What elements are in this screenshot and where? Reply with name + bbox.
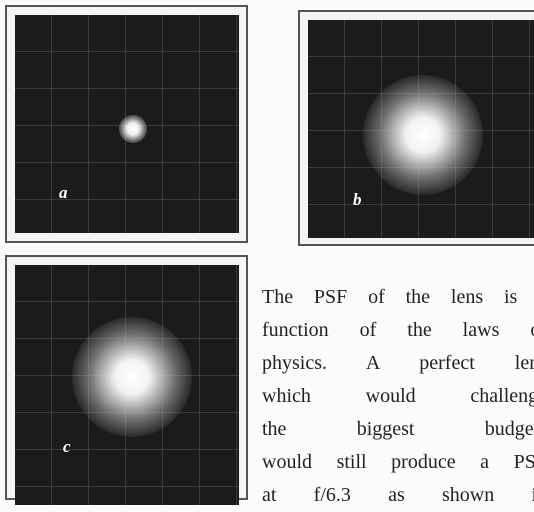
text-line: at f/6.3 as shown in <box>262 479 534 512</box>
panel-frame: c <box>5 255 248 500</box>
text-line: function of the laws of <box>262 314 534 347</box>
psf-spot <box>363 75 483 195</box>
psf-spot <box>72 317 192 437</box>
panel-label: c <box>63 437 71 457</box>
text-line: physics. A perfect lens <box>262 347 534 380</box>
panel-label: a <box>59 183 68 203</box>
psf-spot <box>119 115 147 143</box>
psf-image: b <box>308 20 534 238</box>
panel-frame: b <box>298 10 534 246</box>
text-line: which would challenge <box>262 380 534 413</box>
psf-image: c <box>15 265 239 505</box>
text-line: The PSF of the lens is a <box>262 281 534 314</box>
psf-image: a <box>15 15 239 233</box>
text-line: the biggest budgets <box>262 413 534 446</box>
panel-label: b <box>353 190 362 210</box>
panel-frame: a <box>5 5 248 243</box>
text-line: would still produce a PSF <box>262 446 534 479</box>
